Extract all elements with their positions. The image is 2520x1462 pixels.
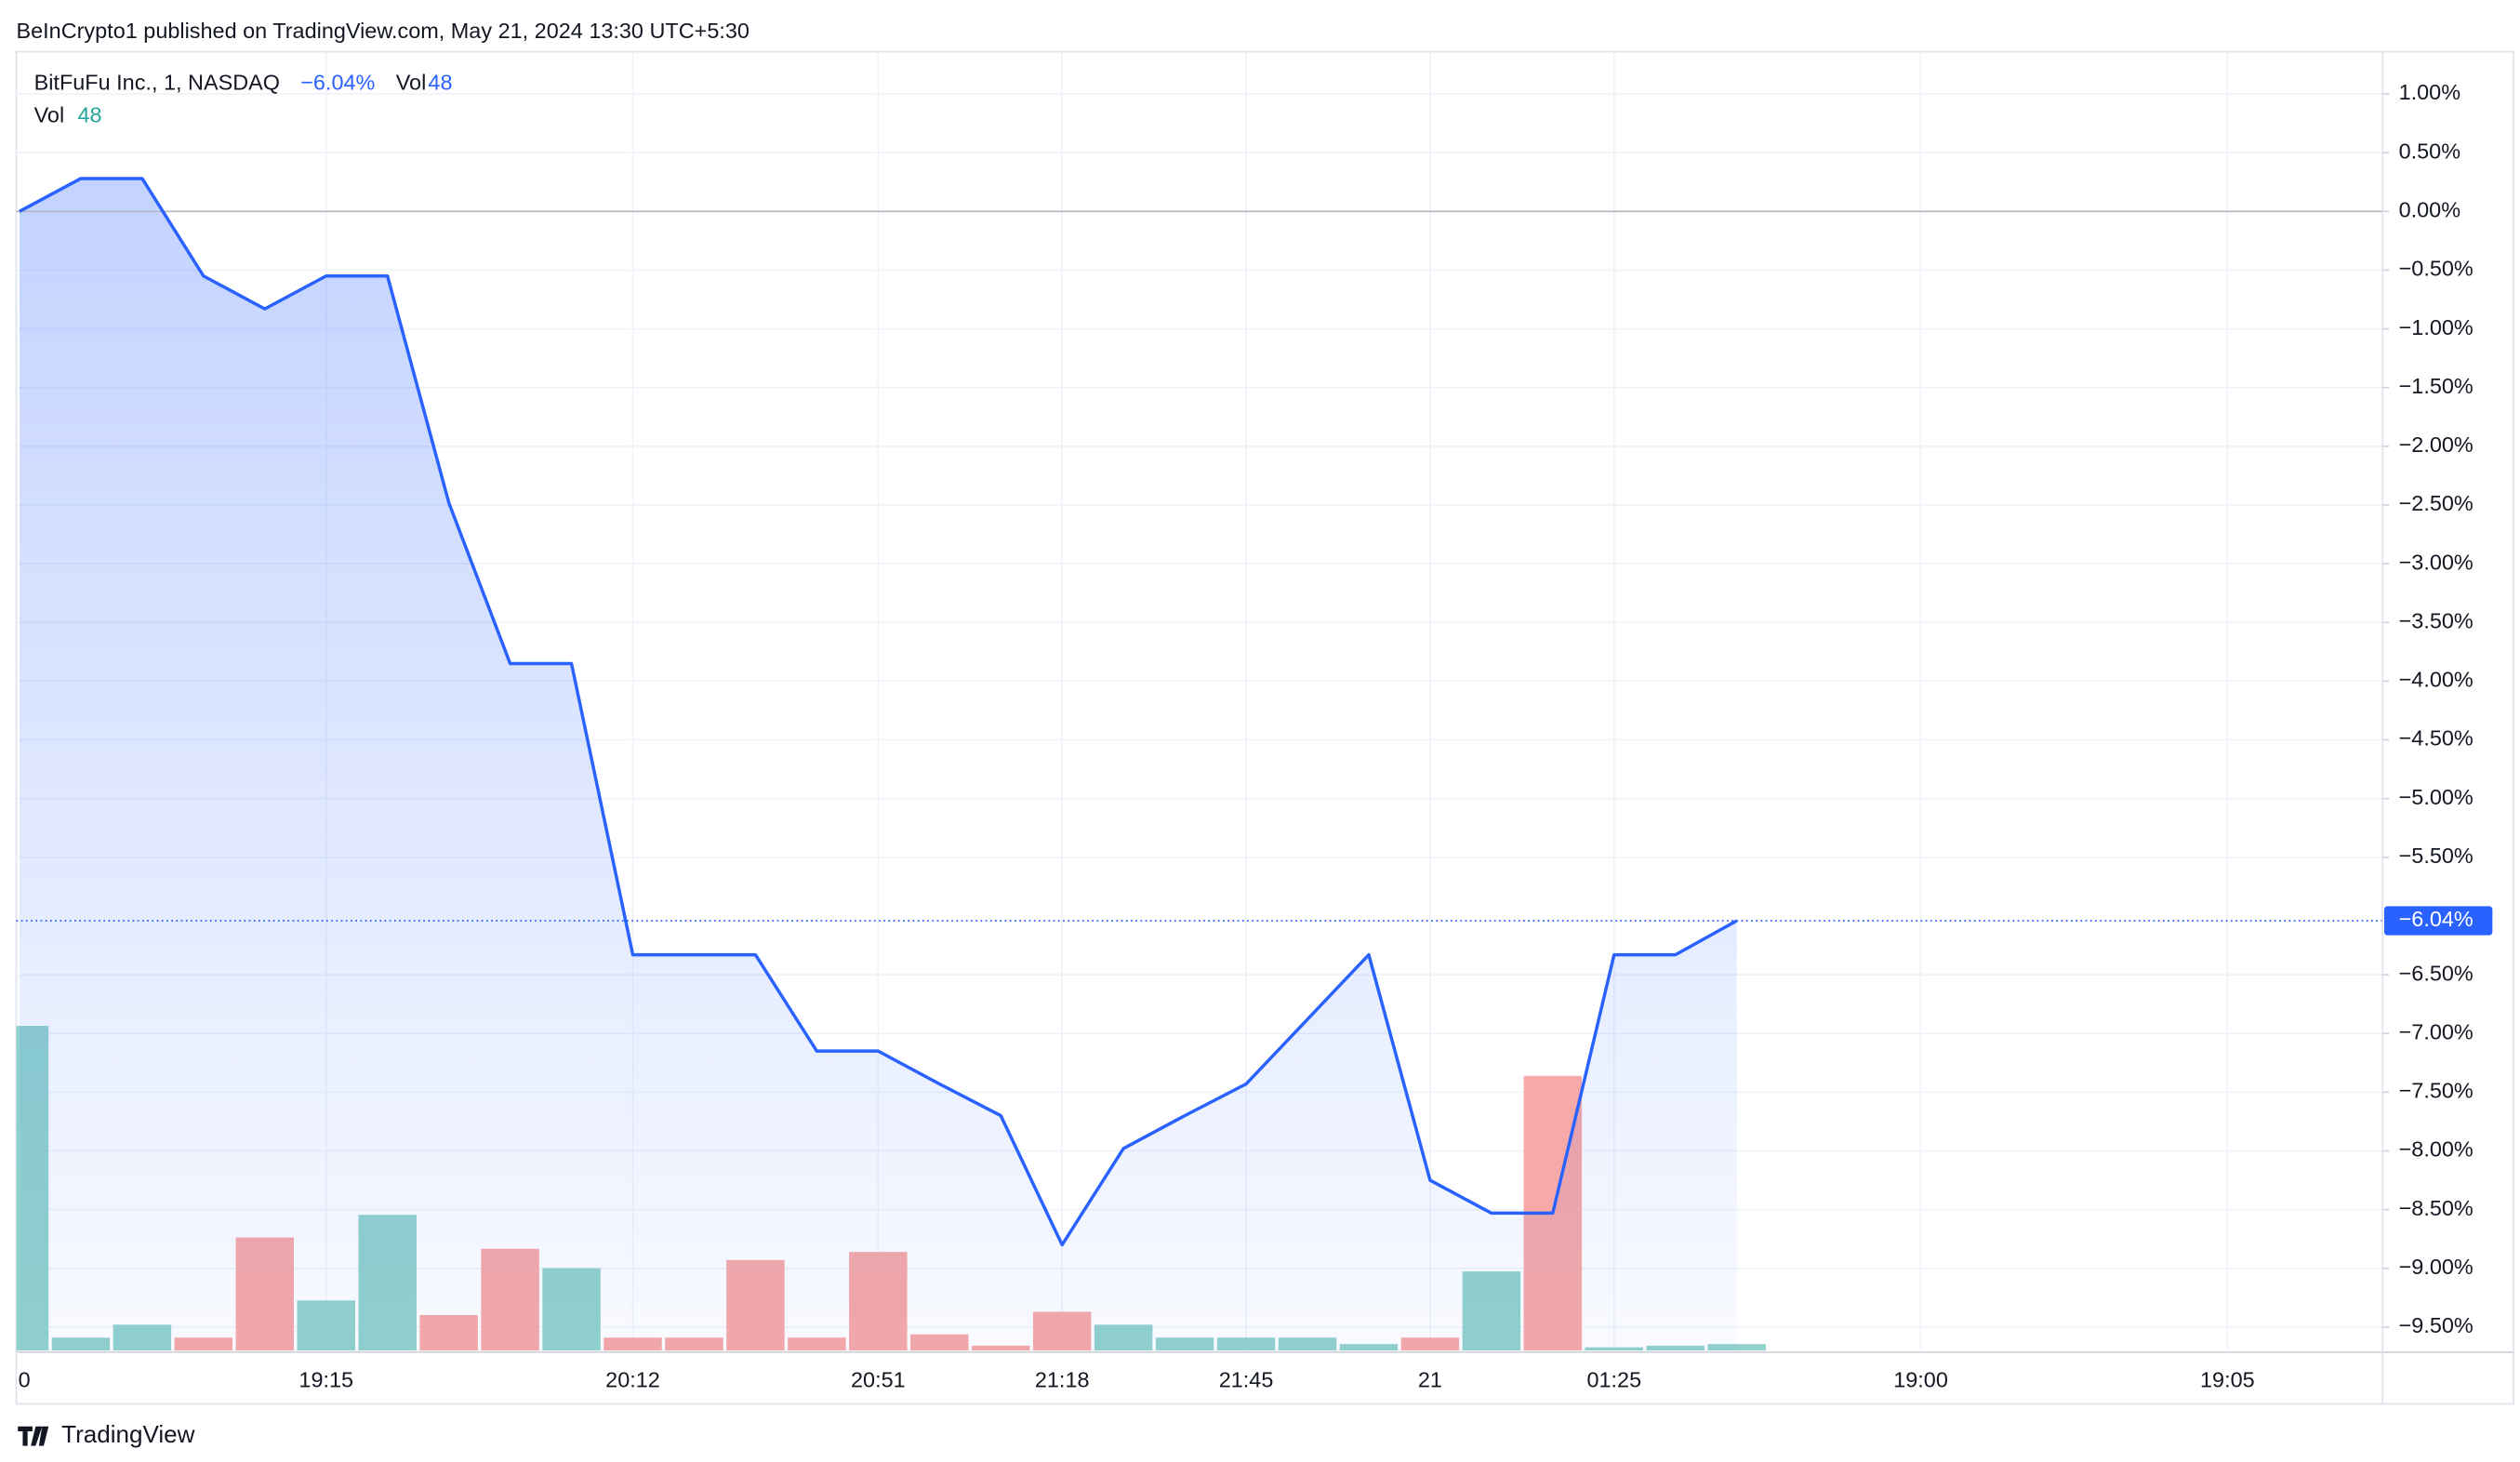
y-tick-label: 0.00% (2399, 198, 2460, 222)
x-tick-label: 21:18 (1035, 1367, 1090, 1391)
footer-logo: TradingView (18, 1420, 195, 1448)
legend-vol-label: Vol (396, 71, 427, 95)
y-tick-label: −7.50% (2399, 1079, 2474, 1103)
x-tick-label: 20:51 (851, 1367, 906, 1391)
y-tick-label: −0.50% (2399, 257, 2474, 281)
y-tick-label: −5.00% (2399, 785, 2474, 809)
legend-change: −6.04% (300, 71, 375, 95)
x-tick-label: 19:05 (2200, 1367, 2255, 1391)
frame (15, 50, 2514, 1405)
x-tick-label: 19:00 (1893, 1367, 1948, 1391)
y-tick-label: −2.00% (2399, 432, 2474, 457)
y-tick-label: −9.50% (2399, 1313, 2474, 1337)
y-tick-label: −8.50% (2399, 1196, 2474, 1220)
header: BeInCrypto1 published on TradingView.com… (16, 19, 749, 43)
y-tick-label: 0.50% (2399, 139, 2460, 163)
y-tick-label: −3.00% (2399, 550, 2474, 574)
axes: 1.00% 0.50% 0.00% −0.50% −1.00% −1.50% −2.00% −… (19, 80, 2493, 1391)
y-tick-label: −8.00% (2399, 1137, 2474, 1162)
y-tick-label: −5.50% (2399, 844, 2474, 868)
last-value-box (2383, 906, 2493, 936)
legend-vol-value: 48 (428, 71, 452, 95)
footer: TradingView (61, 1420, 195, 1448)
y-tick-label: −3.50% (2399, 608, 2474, 632)
x-tick-label: 19:15 (298, 1367, 353, 1391)
legend-vol-row-value: 48 (78, 102, 102, 126)
legend-vol-row-label: Vol (34, 102, 65, 126)
legend-symbol: BitFuFu Inc., 1, NASDAQ (34, 71, 280, 95)
x-tick-label: 21 (1418, 1367, 1442, 1391)
y-tick-label: −6.50% (2399, 961, 2474, 985)
y-tick-label: −7.00% (2399, 1019, 2474, 1043)
last-value-label: −6.04% (2399, 907, 2474, 931)
x-tick-label: 01:25 (1586, 1367, 1641, 1391)
x-tick-label: 20:12 (605, 1367, 660, 1391)
y-tick-label: −4.00% (2399, 668, 2474, 692)
x-tick-label: 21:45 (1219, 1367, 1274, 1391)
plot (16, 177, 2383, 1351)
y-tick-label: −4.50% (2399, 726, 2474, 751)
y-tick-label: −9.00% (2399, 1255, 2474, 1279)
y-tick-label: −1.00% (2399, 315, 2474, 339)
y-tick-label: −1.50% (2399, 374, 2474, 398)
y-tick-label: 1.00% (2399, 80, 2460, 104)
legend: BitFuFu Inc., 1, NASDAQ −6.04% Vol 48 Vo… (34, 71, 453, 127)
area (19, 178, 1737, 1351)
y-tick-label: −2.50% (2399, 491, 2474, 515)
price-line (19, 177, 1738, 1247)
x-tick-label: 0 (19, 1367, 31, 1391)
